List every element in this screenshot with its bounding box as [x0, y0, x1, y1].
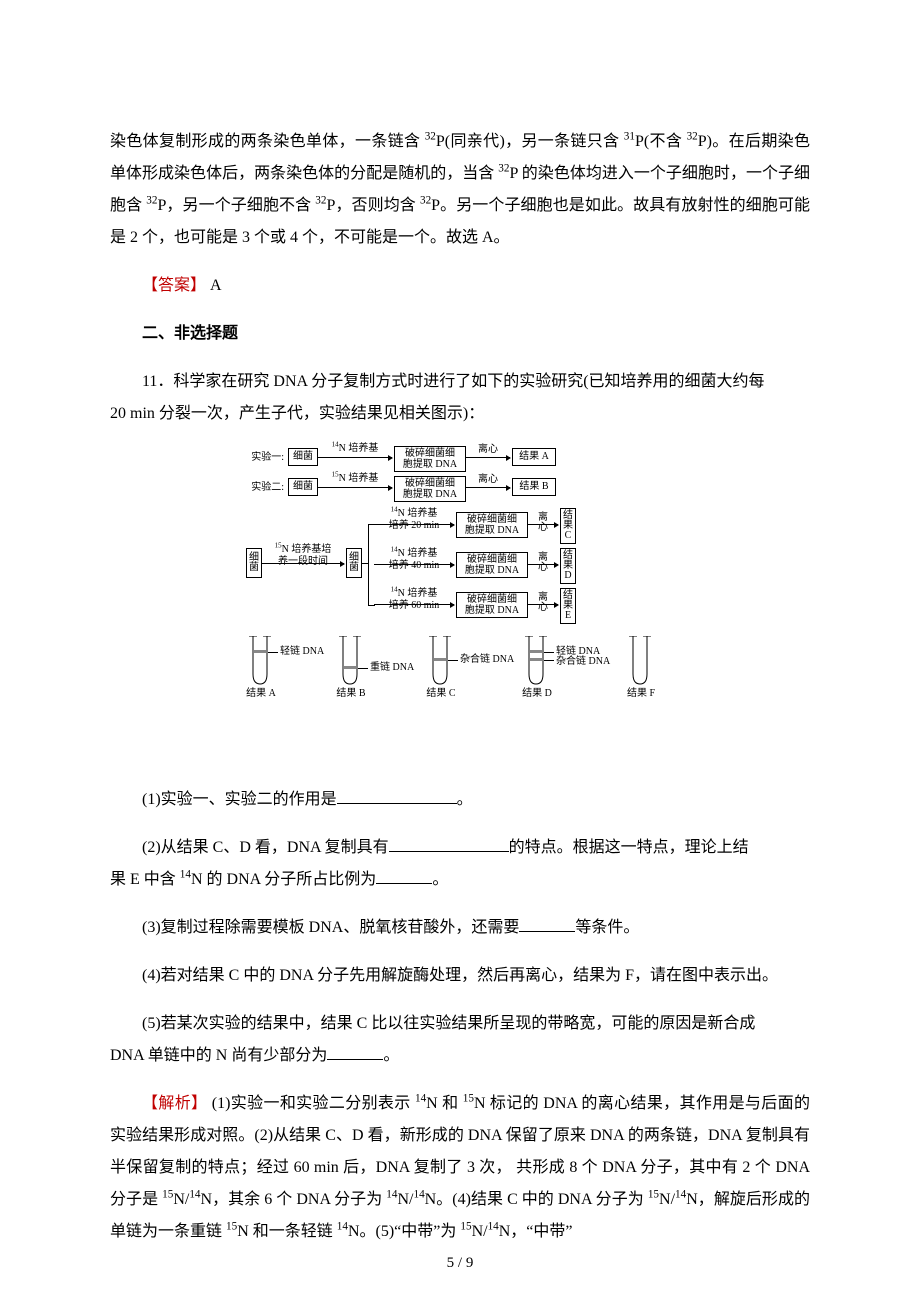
result-c-box: 结 果 C	[560, 508, 576, 544]
q2c-end: 。	[432, 871, 448, 888]
q11-intro-a: 11．科学家在研究 DNA 分子复制方式时进行了如下的实验研究(已知培养用的细菌…	[110, 366, 810, 398]
page-container: 染色体复制形成的两条染色单体，一条链含 32P(同亲代)，另一条链只含 31P(…	[0, 0, 920, 1304]
question-3: (3)复制过程除需要模板 DNA、脱氧核苷酸外，还需要 等条件。	[110, 912, 810, 944]
question-1: (1)实验一、实验二的作用是 。	[110, 784, 810, 816]
cent-e: 离 心	[532, 592, 554, 614]
blank-2	[389, 835, 509, 852]
band-b-label: 重链 DNA	[370, 662, 414, 673]
question-5b: DNA 单链中的 N 尚有少部分为 。	[110, 1040, 810, 1072]
exp2-centrifuge: 离心	[470, 474, 506, 486]
q2b-text: 的特点。根据这一特点，理论上结	[509, 839, 749, 856]
question-2a: (2)从结果 C、D 看，DNA 复制具有 的特点。根据这一特点，理论上结	[110, 832, 810, 864]
branch1-extract: 破碎细菌细 胞提取 DNA	[456, 512, 528, 538]
exp2-medium: 15N 培养基	[320, 473, 390, 485]
tube-b-label: 结果 B	[321, 688, 381, 699]
branch3-label: 14N 培养基培养 60 min	[376, 588, 452, 611]
exp1-medium: 14N 培养基	[320, 443, 390, 455]
question-2c: 果 E 中含 14N 的 DNA 分子所占比例为。	[110, 864, 810, 896]
cent-c: 离 心	[532, 512, 554, 534]
q5b-end: 。	[383, 1047, 399, 1064]
band-b-line	[358, 668, 368, 669]
band-d-label2: 杂合链 DNA	[556, 656, 610, 667]
band-d-line2	[544, 660, 554, 661]
explain-label: 【解析】	[142, 1095, 207, 1112]
exp2-label: 实验二:	[236, 482, 284, 494]
blank-3	[376, 867, 432, 884]
branch2-label: 14N 培养基培养 40 min	[376, 548, 452, 571]
cent-d: 离 心	[532, 552, 554, 574]
answer-line: 【答案】 A	[110, 270, 810, 302]
blank-5	[327, 1043, 383, 1060]
tube-f	[626, 636, 654, 686]
section-heading: 二、非选择题	[110, 318, 810, 350]
arrow-exp2-2	[466, 487, 510, 488]
q2a-text: (2)从结果 C、D 看，DNA 复制具有	[142, 839, 389, 856]
tube-c-label: 结果 C	[411, 688, 471, 699]
result-a-box: 结果 A	[512, 448, 556, 466]
tube-a	[246, 636, 274, 686]
result-e-box: 结 果 E	[560, 588, 576, 624]
bracket	[368, 524, 375, 606]
branch2-extract: 破碎细菌细 胞提取 DNA	[456, 552, 528, 578]
arrow-exp1-2	[466, 457, 510, 458]
tube-d	[522, 636, 550, 686]
diagram-wrapper: 实验一: 细菌 14N 培养基 破碎细菌细 胞提取 DNA 离心 结果 A 实验…	[110, 446, 810, 768]
exp1-bacteria: 细菌	[288, 448, 318, 466]
paragraph-continuation: 染色体复制形成的两条染色单体，一条链含 32P(同亲代)，另一条链只含 31P(…	[110, 126, 810, 254]
experiment-diagram: 实验一: 细菌 14N 培养基 破碎细菌细 胞提取 DNA 离心 结果 A 实验…	[236, 446, 684, 768]
q3a-text: (3)复制过程除需要模板 DNA、脱氧核苷酸外，还需要	[142, 919, 519, 936]
q1-end: 。	[457, 791, 473, 808]
tube-c	[426, 636, 454, 686]
arrow-exp2-1	[318, 487, 392, 488]
band-c-line	[448, 660, 458, 661]
branch1-label: 14N 培养基培养 20 min	[376, 508, 452, 531]
tube-a-label: 结果 A	[231, 688, 291, 699]
bracket-stem	[362, 563, 368, 564]
band-a-line	[268, 652, 278, 653]
tube-f-label: 结果 F	[611, 688, 671, 699]
question-5a: (5)若某次实验的结果中，结果 C 比以往实验结果所呈现的带略宽，可能的原因是新…	[110, 1008, 810, 1040]
bacteria-v2: 细 菌	[346, 548, 362, 578]
question-4: (4)若对结果 C 中的 DNA 分子先用解旋酶处理，然后再离心，结果为 F，请…	[110, 960, 810, 992]
blank-1	[337, 787, 457, 804]
arrow-exp1-1	[318, 457, 392, 458]
pre-medium: 15N 培养基培养一段时间	[264, 544, 342, 567]
result-b-box: 结果 B	[512, 478, 556, 496]
q5b-text: DNA 单链中的 N 尚有少部分为	[110, 1047, 327, 1064]
bacteria-v1: 细 菌	[246, 548, 262, 578]
explanation-paragraph: 【解析】 (1)实验一和实验二分别表示 14N 和 15N 标记的 DNA 的离…	[110, 1088, 810, 1248]
band-c-label: 杂合链 DNA	[460, 654, 514, 665]
band-a-label: 轻链 DNA	[280, 646, 324, 657]
answer-value: A	[206, 277, 222, 294]
exp1-extract: 破碎细菌细 胞提取 DNA	[394, 446, 466, 472]
band-d-line1	[544, 652, 554, 653]
page-number: 5 / 9	[0, 1248, 920, 1278]
result-d-box: 结 果 D	[560, 548, 576, 584]
tube-d-label: 结果 D	[507, 688, 567, 699]
q11-intro-b: 20 min 分裂一次，产生子代，实验结果见相关图示)：	[110, 398, 810, 430]
branch3-extract: 破碎细菌细 胞提取 DNA	[456, 592, 528, 618]
q3b-text: 等条件。	[575, 919, 639, 936]
tube-b	[336, 636, 364, 686]
answer-label: 【答案】	[142, 277, 206, 294]
q1-text: (1)实验一、实验二的作用是	[142, 791, 337, 808]
blank-4	[519, 915, 575, 932]
exp1-label: 实验一:	[236, 452, 284, 464]
exp1-centrifuge: 离心	[470, 444, 506, 456]
exp2-bacteria: 细菌	[288, 478, 318, 496]
exp2-extract: 破碎细菌细 胞提取 DNA	[394, 476, 466, 502]
